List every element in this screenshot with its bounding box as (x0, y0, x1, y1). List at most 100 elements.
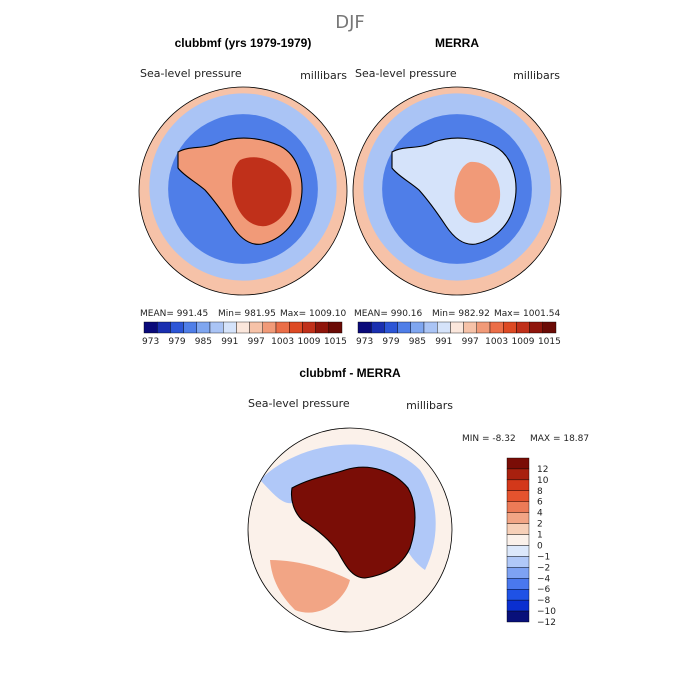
panel-diff-map (248, 428, 452, 632)
diff-cbar-tick: 4 (537, 509, 543, 519)
panel-obs-map (353, 87, 561, 295)
diff-cbar-tick: −6 (537, 585, 551, 595)
panel-model: clubbmf (yrs 1979-1979) Sea-level pressu… (138, 36, 348, 347)
model-cbar-tick: 991 (221, 337, 238, 347)
obs-cbar-swatch (516, 321, 530, 334)
obs-cbar-swatch (384, 321, 398, 334)
obs-cbar-tick: 1003 (485, 337, 508, 347)
obs-cbar-swatch (503, 321, 517, 334)
panel-model-mean: MEAN= 991.45 (140, 309, 208, 319)
model-cbar-tick: 1003 (271, 337, 294, 347)
diff-cbar-tick: 0 (537, 541, 543, 551)
model-cbar-tick: 985 (195, 337, 212, 347)
diff-cbar-tick: −2 (537, 563, 550, 573)
panel-obs-colorbar: 973 979 985 991 997 1003 1009 1015 (356, 321, 561, 347)
panel-model-colorbar: 973 979 985 991 997 1003 1009 1015 (142, 321, 347, 347)
panel-diff-map-border (247, 427, 453, 633)
obs-cbar-swatch (542, 321, 557, 334)
obs-cbar-swatch (357, 321, 372, 334)
diff-cbar-swatch (506, 457, 530, 470)
panel-diff-field-label: Sea-level pressure (248, 397, 350, 410)
diff-cbar-tick: 8 (537, 487, 543, 497)
diff-contour-12 (291, 467, 415, 578)
diff-cbar-swatch (506, 545, 530, 557)
obs-cbar-tick: 1009 (512, 337, 535, 347)
model-cbar-tick: 973 (142, 337, 159, 347)
diff-cbar-swatch (506, 490, 530, 502)
diff-cbar-swatch (506, 610, 530, 623)
panel-obs-map-border (352, 86, 562, 296)
obs-cbar-swatch (410, 321, 425, 334)
model-cbar-tick: 1015 (324, 337, 347, 347)
obs-cbar-swatch (476, 321, 491, 334)
panel-diff-max: MAX = 18.87 (530, 434, 589, 444)
diff-cbar-tick: 1 (537, 531, 543, 541)
model-cbar-swatch (328, 321, 343, 334)
panel-model-map-border (138, 86, 348, 296)
panel-obs-max: Max= 1001.54 (494, 309, 560, 319)
panel-diff-coastline (290, 466, 416, 579)
panel-model-coastline (177, 137, 303, 245)
diff-contour-2 (270, 560, 350, 613)
diff-cbar-tick: 6 (537, 498, 543, 508)
diff-cbar-tick: 10 (537, 476, 549, 486)
model-cbar-swatch (302, 321, 316, 334)
figure-title: DJF (335, 12, 365, 33)
obs-cbar-swatch (463, 321, 478, 334)
model-cbar-swatch (236, 321, 250, 334)
panel-model-max: Max= 1009.10 (280, 309, 346, 319)
panel-diff-title: clubbmf - MERRA (299, 366, 401, 380)
model-cbar-tick: 979 (168, 337, 185, 347)
diff-cbar-tick: −8 (537, 596, 551, 606)
obs-cbar-swatch (450, 321, 464, 334)
panel-model-min: Min= 981.95 (218, 309, 276, 319)
obs-cbar-swatch (397, 321, 412, 334)
panel-obs-units: millibars (513, 69, 560, 82)
model-cbar-tick: 997 (248, 337, 265, 347)
diff-cbar-tick: −4 (537, 574, 551, 584)
obs-cbar-tick: 985 (409, 337, 426, 347)
panel-diff-units: millibars (406, 399, 453, 412)
diff-cbar-swatch (506, 468, 530, 481)
model-cbar-swatch (196, 321, 211, 334)
panel-obs: MERRA Sea-level pressure millibars MEAN=… (352, 36, 562, 347)
panel-model-units: millibars (300, 69, 347, 82)
model-cbar-swatch (209, 321, 224, 334)
panel-model-field-label: Sea-level pressure (140, 67, 242, 80)
panel-obs-coastline (391, 137, 517, 245)
diff-cbar-tick: −10 (537, 607, 556, 617)
obs-cbar-tick: 1015 (538, 337, 561, 347)
obs-cbar-tick: 997 (462, 337, 479, 347)
panel-model-title: clubbmf (yrs 1979-1979) (175, 36, 312, 50)
diff-cbar-swatch (506, 556, 530, 568)
diff-cbar-swatch (506, 479, 530, 492)
model-cbar-swatch (183, 321, 198, 334)
obs-cbar-swatch (423, 321, 438, 334)
diff-cbar-swatch (506, 589, 530, 601)
model-cbar-swatch (289, 321, 303, 334)
model-cbar-swatch (170, 321, 184, 334)
panel-diff-min: MIN = -8.32 (462, 434, 516, 444)
obs-cbar-swatch (489, 321, 504, 334)
panel-diff: clubbmf - MERRA Sea-level pressure milli… (247, 366, 589, 633)
model-cbar-swatch (262, 321, 277, 334)
model-cbar-swatch (156, 321, 171, 334)
model-cbar-tick: 1009 (298, 337, 321, 347)
diff-cbar-tick: −12 (537, 618, 556, 628)
diff-cbar-swatch (506, 567, 530, 579)
diff-cbar-swatch (506, 501, 530, 513)
obs-cbar-tick: 979 (382, 337, 399, 347)
model-cbar-swatch (143, 321, 158, 334)
panel-obs-title: MERRA (435, 36, 479, 50)
model-cbar-swatch (315, 321, 330, 334)
model-cbar-swatch (249, 321, 264, 334)
panel-obs-min: Min= 982.92 (432, 309, 490, 319)
diff-cbar-swatch (506, 534, 530, 546)
panel-obs-mean: MEAN= 990.16 (354, 309, 423, 319)
diff-cbar-swatch (506, 599, 530, 612)
diff-cbar-swatch (506, 512, 530, 524)
diff-cbar-swatch (506, 578, 530, 590)
obs-contour-1000 (454, 161, 501, 223)
